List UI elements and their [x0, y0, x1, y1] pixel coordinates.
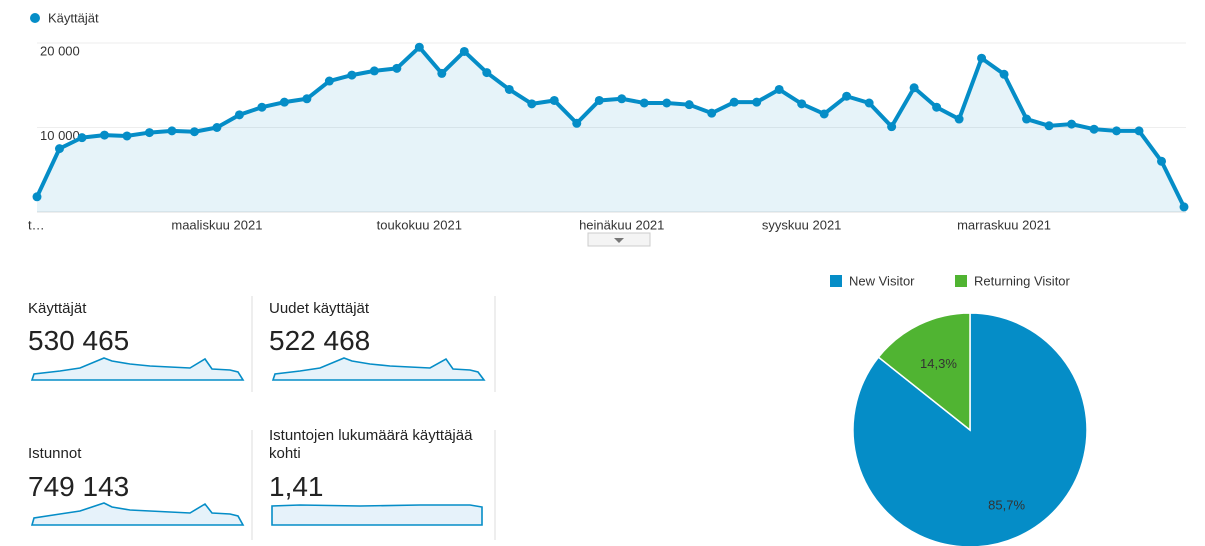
point	[549, 95, 559, 105]
point	[1134, 126, 1144, 136]
metric-title-line: Istuntojen lukumäärä käyttäjää	[269, 427, 473, 444]
pie-slice	[852, 312, 1088, 546]
point	[572, 118, 582, 128]
point	[1089, 124, 1099, 134]
chart-expander[interactable]	[587, 232, 651, 247]
point	[324, 76, 334, 86]
sparkline	[271, 504, 483, 526]
metric-card: Uudet käyttäjät 522 468	[269, 300, 486, 381]
point	[212, 123, 222, 132]
point	[819, 109, 829, 119]
point	[999, 69, 1009, 79]
point	[257, 102, 267, 112]
point	[414, 42, 424, 52]
point	[459, 46, 469, 56]
x-tick-label: toukokuu 2021	[377, 217, 462, 232]
x-tick-label: t…	[28, 217, 45, 232]
point	[32, 192, 42, 202]
metric-title-line: kohti	[269, 445, 301, 462]
point	[77, 133, 87, 143]
point	[909, 83, 919, 93]
point	[1157, 156, 1167, 166]
metric-title: Käyttäjät	[28, 300, 87, 317]
metric-title: Istunnot	[28, 445, 82, 462]
point	[954, 114, 964, 124]
point	[662, 98, 672, 108]
legend-swatch	[955, 275, 967, 287]
point	[1112, 126, 1122, 136]
point	[639, 98, 649, 108]
point	[54, 144, 64, 154]
line	[35, 45, 1186, 208]
x-tick-label: maaliskuu 2021	[171, 217, 262, 232]
slice-label: 85,7%	[988, 497, 1025, 512]
point	[729, 97, 739, 107]
point	[797, 99, 807, 109]
point	[684, 100, 694, 110]
point	[617, 94, 627, 104]
slice-label: 14,3%	[920, 356, 957, 371]
legend-label: Käyttäjät	[48, 10, 99, 25]
point	[594, 95, 604, 105]
legend-swatch	[830, 275, 842, 287]
point	[482, 68, 492, 78]
y-tick-label: 10 000	[40, 128, 80, 143]
metric-value: 1,41	[269, 471, 324, 502]
point	[527, 99, 537, 109]
point	[302, 94, 312, 104]
expander-arrow	[614, 238, 624, 243]
sparkline	[30, 357, 245, 381]
point	[864, 98, 874, 108]
x-tick-label: heinäkuu 2021	[579, 217, 664, 232]
point	[167, 126, 177, 136]
metric-value: 530 465	[28, 325, 129, 356]
metric-card: Istuntojen lukumäärä käyttäjää kohti 1,4…	[269, 427, 483, 526]
point	[752, 97, 762, 107]
legend-label: New Visitor	[849, 273, 915, 288]
point	[1179, 202, 1189, 212]
y-tick-label: 20 000	[40, 43, 80, 58]
x-tick-label: marraskuu 2021	[957, 217, 1051, 232]
sparkline	[271, 357, 486, 381]
point	[437, 68, 447, 78]
point	[234, 110, 244, 120]
legend-label: Returning Visitor	[974, 273, 1071, 288]
point	[144, 128, 154, 138]
legend-swatch	[30, 13, 40, 23]
point	[707, 108, 717, 118]
x-tick-label: syyskuu 2021	[762, 217, 842, 232]
metric-card: Istunnot 749 143	[28, 445, 245, 526]
area	[37, 47, 1184, 212]
point	[1022, 114, 1032, 124]
point	[1067, 119, 1077, 129]
point	[977, 53, 987, 63]
point	[99, 130, 109, 140]
metric-card: Käyttäjät 530 465	[28, 300, 245, 381]
point	[932, 102, 942, 112]
sparkline	[30, 502, 245, 526]
point	[279, 97, 289, 107]
point	[842, 91, 852, 101]
point	[504, 84, 514, 94]
point	[347, 70, 357, 80]
metric-title: Uudet käyttäjät	[269, 300, 370, 317]
metric-value: 749 143	[28, 471, 129, 502]
point	[774, 84, 784, 94]
metric-title: Istuntojen lukumäärä käyttäjää kohti	[269, 427, 477, 462]
point	[189, 127, 199, 137]
point	[392, 63, 402, 73]
pie-slice	[877, 312, 971, 432]
point	[122, 131, 132, 141]
point	[1044, 121, 1054, 131]
metric-value: 522 468	[269, 325, 370, 356]
point	[369, 66, 379, 76]
point	[887, 122, 897, 132]
